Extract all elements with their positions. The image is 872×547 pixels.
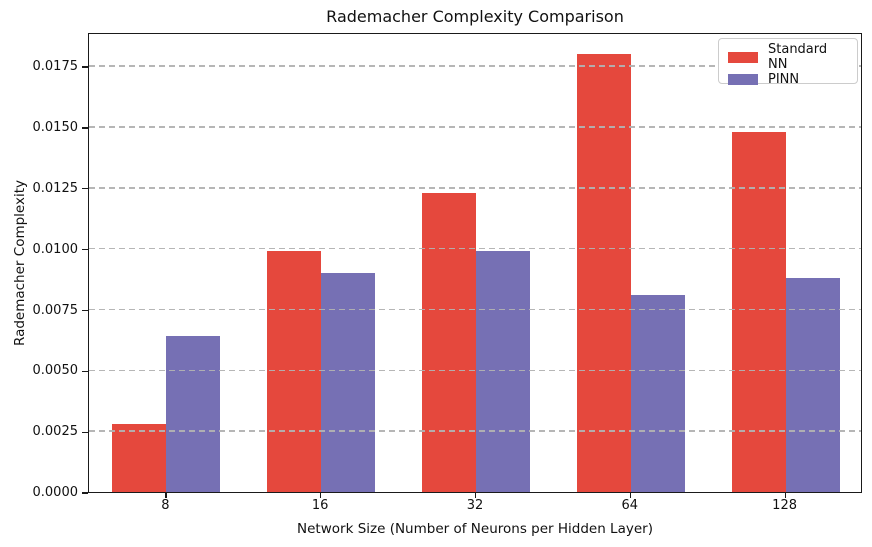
y-tick-label-0.0125: 0.0125 bbox=[32, 180, 79, 196]
y-tick-label-0.0050: 0.0050 bbox=[32, 363, 79, 379]
x-tick-mark-32 bbox=[475, 493, 477, 498]
legend: Standard NN PINN bbox=[718, 38, 858, 87]
y-tick-label-0.0000: 0.0000 bbox=[32, 485, 79, 500]
y-tick-label-0.0075: 0.0075 bbox=[32, 302, 79, 318]
bar-pinn-8 bbox=[166, 336, 220, 492]
bar-standard-nn-32 bbox=[422, 192, 476, 492]
x-tick-label-64: 64 bbox=[621, 498, 639, 513]
gridline-0.0100 bbox=[89, 247, 861, 250]
y-tick-label-0.0025: 0.0025 bbox=[32, 424, 79, 440]
y-tick-mark-0.0050 bbox=[82, 370, 88, 372]
gridline-0.0125 bbox=[89, 187, 861, 189]
bar-standard-nn-16 bbox=[267, 251, 321, 492]
y-tick-label-0.0100: 0.0100 bbox=[32, 241, 79, 257]
x-tick-label-128: 128 bbox=[772, 498, 798, 513]
legend-label-pinn: PINN bbox=[768, 72, 800, 87]
x-tick-label-32: 32 bbox=[466, 498, 484, 513]
legend-swatch-standard-nn bbox=[728, 51, 758, 63]
legend-swatch-pinn bbox=[728, 74, 758, 85]
y-tick-label-0.0175: 0.0175 bbox=[32, 59, 79, 75]
bar-pinn-16 bbox=[321, 273, 375, 492]
x-axis-label: Network Size (Number of Neurons per Hidd… bbox=[297, 521, 653, 537]
x-tick-label-8: 8 bbox=[161, 498, 170, 513]
y-tick-mark-0.0000 bbox=[82, 492, 88, 494]
bar-pinn-64 bbox=[631, 294, 685, 492]
y-tick-mark-0.0175 bbox=[82, 66, 88, 68]
y-tick-label-0.0150: 0.0150 bbox=[32, 119, 79, 135]
gridline-0.0075 bbox=[89, 308, 861, 311]
y-tick-mark-0.0100 bbox=[82, 249, 88, 251]
bar-standard-nn-64 bbox=[577, 53, 631, 492]
x-tick-mark-8 bbox=[165, 493, 167, 498]
y-axis-label: Rademacher Complexity bbox=[12, 179, 28, 347]
y-tick-mark-0.0125 bbox=[82, 188, 88, 190]
bar-pinn-32 bbox=[476, 251, 530, 492]
gridline-0.0050 bbox=[89, 369, 861, 372]
y-tick-mark-0.0075 bbox=[82, 309, 88, 312]
legend-label-standard-nn: Standard NN bbox=[768, 42, 828, 72]
x-tick-label-16: 16 bbox=[311, 498, 329, 513]
gridline-0.0175 bbox=[89, 65, 861, 67]
legend-item-pinn: PINN bbox=[728, 72, 848, 87]
chart-title: Rademacher Complexity Comparison bbox=[326, 7, 624, 26]
gridline-0.0025 bbox=[89, 430, 861, 432]
gridline-0.0150 bbox=[89, 126, 861, 128]
x-tick-mark-128 bbox=[784, 493, 786, 498]
bar-pinn-128 bbox=[786, 277, 840, 492]
legend-item-standard-nn: Standard NN bbox=[728, 42, 848, 72]
bar-standard-nn-8 bbox=[112, 423, 166, 492]
plot-area bbox=[88, 33, 862, 493]
x-tick-mark-16 bbox=[320, 493, 322, 498]
y-tick-mark-0.0025 bbox=[82, 431, 88, 433]
bar-standard-nn-128 bbox=[732, 131, 786, 492]
y-tick-mark-0.0150 bbox=[82, 127, 88, 129]
x-tick-mark-64 bbox=[629, 493, 632, 498]
